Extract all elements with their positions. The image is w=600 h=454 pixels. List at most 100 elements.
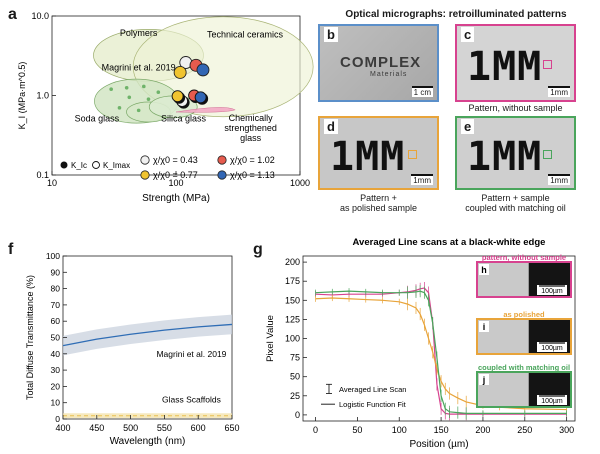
ytick-label-a: 10.0 <box>31 11 49 21</box>
complex-logo-sub: Materials <box>370 71 408 78</box>
ytick-label-f: 10 <box>51 398 61 408</box>
xtick-label-f: 450 <box>89 423 104 433</box>
ytick-label-g: 125 <box>285 314 300 324</box>
legend-averaged-label: Averaged Line Scan <box>339 385 406 394</box>
legend-ratio-label-0: χ/χ0 = 0.43 <box>153 155 198 165</box>
magrini-dot-4 <box>136 108 141 113</box>
inset-letter-bg-h <box>479 264 489 275</box>
ytick-label-a: 1.0 <box>36 91 49 101</box>
ytick-label-g: 100 <box>285 334 300 344</box>
ylabel-g: Pixel Value <box>265 315 276 362</box>
ytick-label-g: 75 <box>290 353 300 363</box>
ytick-label-g: 150 <box>285 295 300 305</box>
annotation-magrini: Magrini et al. 2019 <box>156 349 226 359</box>
xtick-label-f: 550 <box>157 423 172 433</box>
xlabel-g: Position (µm) <box>409 439 468 450</box>
inset-caption-h: pattern, without sample <box>482 253 566 262</box>
chart-g: Averaged Line scans at a black-white edg… <box>265 237 576 450</box>
xtick-label-g: 200 <box>475 425 490 435</box>
micrograph-e-letter: e <box>461 119 475 134</box>
title-g: Averaged Line scans at a black-white edg… <box>353 237 546 248</box>
legend-ratio-marker-2 <box>140 170 150 180</box>
chart-f: 400 450 500 550 600 650 0 10 20 30 40 50 60 70 80 90 100… <box>25 251 240 447</box>
roi-marker-c <box>543 60 552 69</box>
legend-fit-label: Logistic Function Fit <box>339 400 407 409</box>
inset-scale-bg-j <box>537 395 567 405</box>
micrograph-c: c 1MM 1mm <box>455 24 576 102</box>
ytick-label-g: 25 <box>290 391 300 401</box>
inset-frame-h <box>476 261 572 298</box>
xtick-label-g: 50 <box>352 425 362 435</box>
inset-letter-bg-i <box>479 321 489 332</box>
point-kimax-2 <box>173 65 187 79</box>
roi-marker-d <box>408 150 417 159</box>
inset-scale-j: 100µm <box>541 398 563 405</box>
inset-letter-j: j <box>482 375 486 385</box>
point-kic-3 <box>194 91 207 104</box>
micrograph-d-letter: d <box>324 119 338 134</box>
xtick-label-f: 400 <box>55 423 70 433</box>
micrograph-e-scale: 1mm <box>548 174 570 185</box>
legend-ratio-label-2: χ/χ0 = 0.77 <box>153 170 198 180</box>
inset-scale-h: 100µm <box>541 288 563 295</box>
ytick-label-f: 50 <box>51 333 61 343</box>
ytick-label-g: 200 <box>285 257 300 267</box>
ytick-label-f: 80 <box>51 284 61 294</box>
annotation-glass-scaffolds: Glass Scaffolds <box>162 395 221 405</box>
legend-kimax-label: K_Imax <box>103 161 130 170</box>
ytick-label-f: 30 <box>51 365 61 375</box>
micrograph-b-scale: 1 cm <box>411 86 433 97</box>
point-kic-2 <box>171 90 184 103</box>
legend-ratio-marker-1 <box>217 155 227 165</box>
ytick-label-f: 100 <box>46 251 60 261</box>
inset-caption-i: as polished <box>503 310 545 319</box>
pattern-text-e: 1MM <box>467 134 543 180</box>
region-chem-strengthened <box>175 107 236 113</box>
xtick-label-g: 250 <box>517 425 532 435</box>
micrograph-c-scale: 1mm <box>548 86 570 97</box>
micrograph-c-letter: c <box>461 27 475 42</box>
xlabel-a: Strength (MPa) <box>142 193 210 204</box>
label-magrini: Magrini et al. 2019 <box>102 63 176 73</box>
magrini-dot-1 <box>124 85 129 90</box>
xtick-label-a: 1000 <box>290 178 310 188</box>
micrograph-d-caption: Pattern + as polished sample <box>339 193 418 213</box>
panel-g-label: g <box>253 241 263 258</box>
ytick-label-f: 0 <box>55 414 60 424</box>
pattern-text-c: 1MM <box>467 44 543 90</box>
ytick-label-g: 175 <box>285 276 300 286</box>
xtick-label-a: 10 <box>47 178 57 188</box>
legend-kic-marker <box>60 161 68 169</box>
micrograph-d: d 1MM 1mm <box>318 116 439 190</box>
ylabel-f: Total Diffuse Transmittance (%) <box>25 275 35 400</box>
xtick-label-f: 600 <box>191 423 206 433</box>
complex-logo: COMPLEX <box>340 54 422 71</box>
band-f-0 <box>63 314 232 356</box>
xtick-label-g: 100 <box>392 425 407 435</box>
magrini-dot-0 <box>109 87 113 92</box>
label-chem-strengthened: Chemically strengthened glass <box>224 113 277 143</box>
legend-ratio-label-3: χ/χ0 = 1.13 <box>230 170 275 180</box>
inset-scale-bg-i <box>537 342 567 352</box>
label-silica-glass: Silica glass <box>161 114 207 124</box>
xlabel-f: Wavelength (nm) <box>110 436 186 447</box>
magrini-dot-3 <box>117 106 122 110</box>
xtick-label-f: 500 <box>123 423 138 433</box>
inset-letter-bg-j <box>479 374 489 385</box>
inset-scale-i: 100µm <box>541 345 563 352</box>
micrograph-c-caption: Pattern, without sample <box>468 103 563 113</box>
roi-marker-e <box>543 150 552 159</box>
panel-a-label: a <box>8 6 17 23</box>
ytick-label-f: 90 <box>51 267 61 277</box>
ytick-label-f: 20 <box>51 381 61 391</box>
label-technical-ceramics: Technical ceramics <box>207 29 284 39</box>
xtick-label-g: 300 <box>559 425 574 435</box>
legend-kimax-marker <box>92 161 100 169</box>
ytick-label-f: 70 <box>51 300 61 310</box>
label-polymers: Polymers <box>120 28 158 38</box>
inset-frame-i <box>476 318 572 355</box>
legend-kic-label: K_Ic <box>71 161 87 170</box>
point-kimax-3 <box>196 63 210 77</box>
line-g-0 <box>315 287 567 415</box>
inset-frame-j <box>476 371 572 408</box>
